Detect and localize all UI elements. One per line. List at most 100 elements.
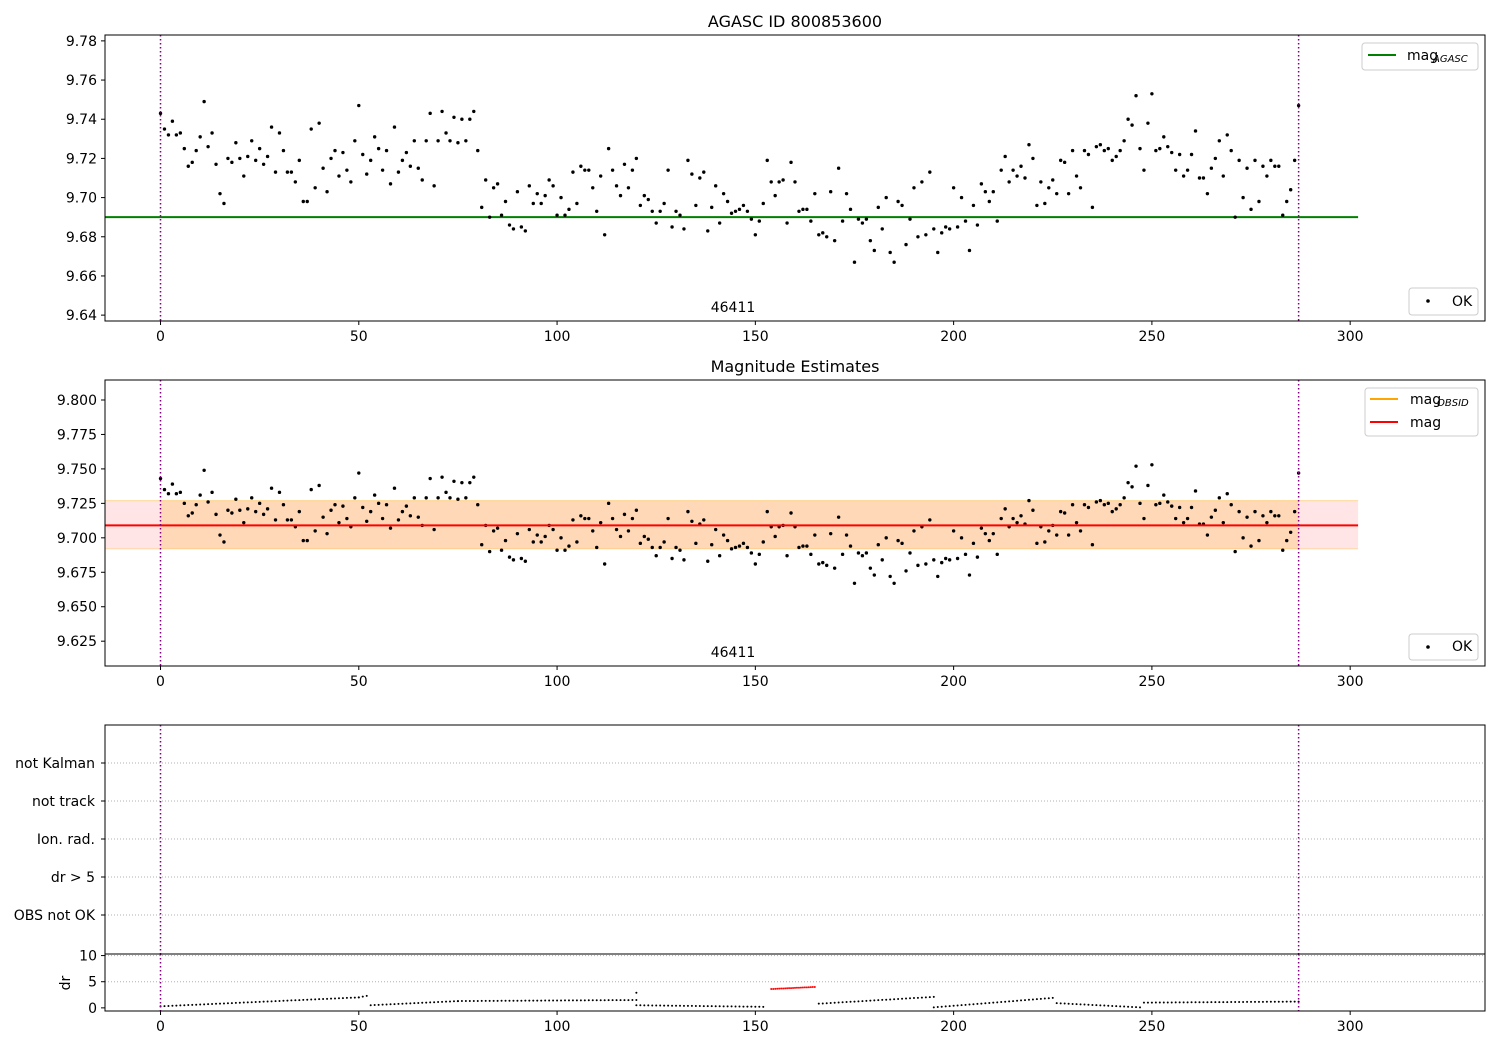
mag-point [924, 233, 928, 237]
dr-point [349, 996, 352, 999]
dr-point [659, 1004, 662, 1007]
mag-point [1269, 509, 1273, 514]
mag-point [460, 480, 464, 485]
mag-point [1185, 168, 1190, 172]
dr-point [516, 999, 519, 1002]
mag-point [1102, 148, 1107, 153]
dr-point [1178, 1001, 1181, 1004]
dr-point-flagged [792, 986, 795, 989]
dr-point [492, 999, 495, 1002]
dr-point [837, 1001, 840, 1004]
mag-point [690, 519, 694, 523]
mag-point [1015, 174, 1019, 178]
mag-point [313, 529, 317, 533]
dr-point [330, 997, 333, 1000]
flag-label: OBS not OK [14, 908, 96, 924]
mag-point [741, 541, 746, 546]
mag-point [1027, 142, 1031, 147]
mag-point [380, 168, 385, 172]
mag-point [1261, 514, 1265, 518]
dr-point [544, 999, 547, 1002]
dr-point [1246, 1000, 1249, 1003]
dr-point [718, 1005, 721, 1008]
mag-point [1019, 164, 1023, 168]
mag-point [638, 541, 643, 546]
mag-point [856, 217, 861, 221]
y-tick-label: 9.650 [57, 600, 97, 616]
y-tick-label: 9.66 [66, 269, 97, 285]
x-tick-label: 200 [940, 1019, 967, 1035]
dr-point [361, 995, 364, 998]
x-tick-label: 150 [742, 329, 769, 345]
mag-point [686, 158, 690, 163]
dr-point [583, 999, 586, 1002]
mag-point [598, 174, 603, 178]
y-tick-label: 9.74 [66, 112, 97, 128]
dr-point [754, 1005, 757, 1008]
mag-point [380, 516, 385, 521]
mag-point [813, 533, 817, 537]
dr-point [1257, 1000, 1260, 1003]
y-tick-label: 9.750 [57, 462, 97, 478]
dr-point [421, 1001, 424, 1004]
mag-point [642, 534, 647, 539]
mag-point [920, 180, 924, 184]
mag-point [230, 511, 234, 515]
mag-point [1217, 139, 1222, 143]
mag-point [733, 209, 738, 214]
dr-point [682, 1004, 685, 1007]
mag-point [753, 233, 758, 237]
dr-point-flagged [780, 987, 783, 990]
mag-point [460, 117, 464, 121]
mag-point [321, 166, 325, 170]
mag-point [1233, 215, 1237, 219]
mag-point [912, 186, 916, 190]
dr-point-flagged [801, 986, 804, 989]
dr-point [183, 1004, 186, 1007]
mag-point [563, 213, 567, 217]
mag-point [805, 207, 809, 212]
dr-point [179, 1004, 182, 1007]
mag-point [567, 207, 571, 212]
mag-point [900, 541, 904, 546]
mag-point [285, 518, 290, 522]
mag-point [1098, 498, 1103, 503]
dr-point [540, 999, 543, 1002]
mag-point [265, 154, 270, 159]
mag-point [757, 219, 762, 223]
dr-point-flagged [772, 987, 775, 990]
mag-point [793, 180, 797, 184]
mag-point [289, 170, 294, 174]
mag-point [194, 148, 198, 153]
mag-point [737, 544, 742, 548]
mag-point [745, 545, 750, 550]
mag-point [658, 545, 662, 550]
mag-point [515, 531, 520, 536]
dr-point [988, 1001, 991, 1004]
mag-point [424, 496, 428, 500]
y-tick-label: 9.700 [57, 531, 97, 547]
panel1-legend-ok: OK [1408, 287, 1479, 316]
mag-point [1225, 492, 1229, 496]
mag-point [729, 211, 734, 215]
mag-point [1185, 516, 1190, 521]
mag-point [1233, 549, 1237, 554]
mag-point [464, 139, 468, 143]
dr-point [1012, 1000, 1015, 1003]
dr-point [841, 1001, 844, 1004]
mag-point [1106, 501, 1110, 506]
mag-point [963, 219, 968, 223]
mag-point [947, 558, 952, 562]
mag-point [1273, 164, 1277, 168]
mag-point [674, 209, 678, 214]
mag-point [198, 493, 202, 497]
dr-point [191, 1003, 194, 1006]
mag-point [503, 199, 508, 204]
mag-point [864, 217, 869, 221]
mag-point [888, 574, 892, 579]
dr-point [587, 999, 590, 1002]
dr-point [199, 1003, 202, 1006]
mag-point [1237, 158, 1241, 163]
mag-point [218, 191, 222, 196]
mag-point [555, 548, 559, 552]
